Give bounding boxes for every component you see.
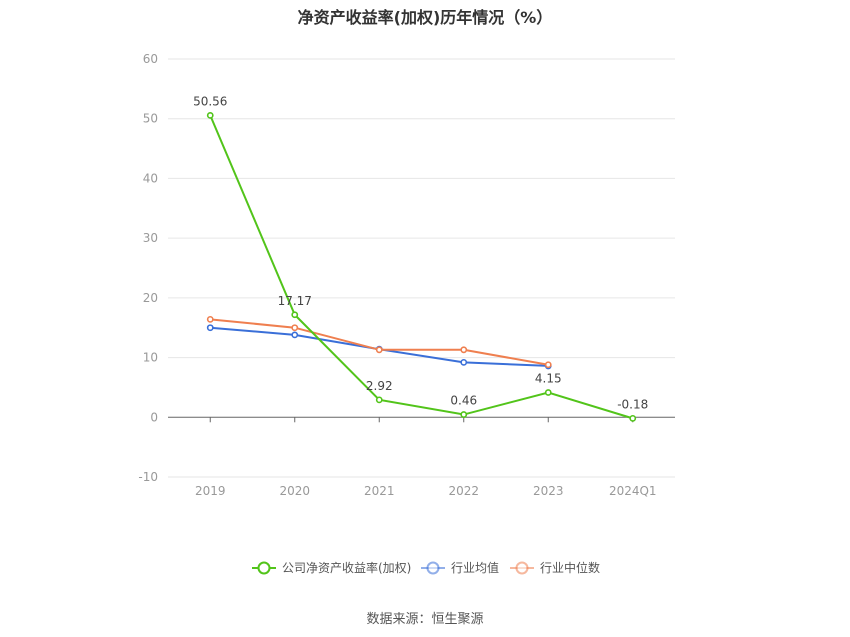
y-tick-label: 10: [143, 351, 158, 365]
data-label: -0.18: [617, 397, 648, 411]
data-point: [206, 111, 214, 119]
data-point: [375, 396, 383, 404]
y-tick-label: 0: [150, 410, 158, 424]
data-label: 17.17: [278, 294, 312, 308]
x-tick-label: 2024Q1: [609, 484, 657, 498]
data-point: [544, 389, 552, 396]
data-labels: 50.56 17.17 2.92 0.46 4.15 -0.18: [193, 94, 648, 411]
y-tick-label: 20: [143, 291, 158, 305]
legend[interactable]: 公司净资产收益率(加权) 行业均值 行业中位数: [252, 560, 600, 575]
data-point: [291, 331, 299, 339]
data-point: [206, 324, 214, 332]
data-point: [206, 315, 214, 323]
y-tick-label: 40: [143, 171, 158, 185]
y-tick-label: 50: [143, 112, 158, 126]
data-point: [460, 358, 468, 366]
legend-marker: [515, 561, 529, 575]
data-point: [544, 361, 552, 369]
grid-lines: [168, 58, 675, 478]
data-point: [375, 346, 383, 354]
legend-item[interactable]: 行业中位数: [510, 560, 600, 575]
legend-item[interactable]: 行业均值: [421, 560, 499, 575]
legend-label: 公司净资产收益率(加权): [282, 560, 411, 575]
legend-label: 行业中位数: [540, 560, 600, 575]
data-point: [629, 414, 637, 422]
x-tick-label: 2021: [364, 484, 395, 498]
data-point: [291, 324, 299, 332]
y-tick-label: -10: [138, 470, 158, 484]
legend-marker: [257, 561, 271, 575]
data-label: 50.56: [193, 94, 227, 108]
x-tick-label: 2019: [195, 484, 226, 498]
series-lines: [206, 111, 637, 422]
data-point: [291, 311, 299, 319]
series-line: [209, 114, 634, 420]
x-tick-label: 2022: [448, 484, 479, 498]
source-note: 数据来源：恒生聚源: [366, 612, 484, 627]
chart-title: 净资产收益率(加权)历年情况（%）: [297, 8, 553, 27]
data-point: [460, 346, 468, 354]
data-point: [460, 411, 468, 418]
legend-item[interactable]: 公司净资产收益率(加权): [252, 560, 411, 575]
x-tick-label: 2020: [279, 484, 310, 498]
data-label: 0.46: [450, 394, 477, 408]
y-tick-label: 60: [143, 52, 158, 66]
data-label: 4.15: [535, 372, 562, 386]
x-tick-label: 2023: [533, 484, 564, 498]
axes: 60 50 40 30 20 10 0 -10 2019 2020 2021 2022 2023 2024…: [138, 52, 675, 498]
legend-marker: [426, 561, 440, 575]
data-label: 2.92: [366, 379, 393, 393]
y-tick-label: 30: [143, 231, 158, 245]
legend-label: 行业均值: [451, 560, 499, 575]
